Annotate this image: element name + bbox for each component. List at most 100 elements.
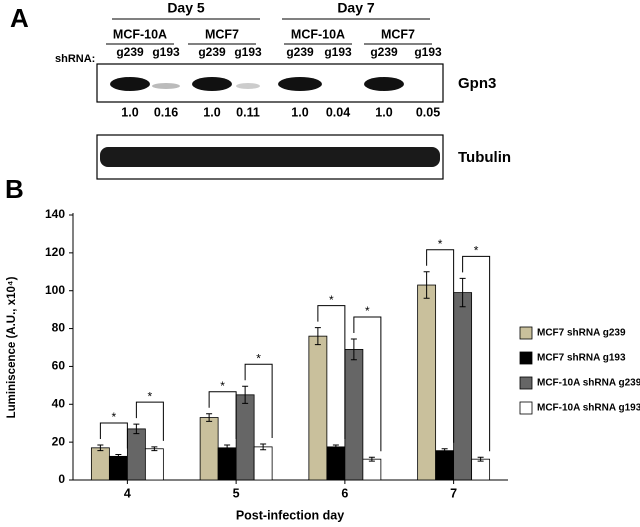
- error-bar: [224, 444, 231, 452]
- legend-swatch: [519, 351, 533, 365]
- quant-value: 0.16: [154, 105, 178, 119]
- lane-label: g193: [324, 45, 352, 59]
- y-tick-label: 120: [45, 245, 65, 259]
- lane-label: g193: [234, 45, 262, 59]
- error-bar: [206, 413, 213, 422]
- error-bar: [260, 443, 267, 451]
- lane-label: g239: [370, 45, 398, 59]
- significance-label: *: [220, 379, 225, 393]
- legend-label: MCF-10A shRNA g193: [537, 403, 640, 414]
- significance-bracket: [244, 363, 273, 439]
- x-tick-label: 7: [450, 486, 457, 500]
- error-bar: [242, 385, 249, 404]
- significance-bracket: [317, 305, 346, 439]
- significance-bracket: [462, 255, 491, 452]
- error-bar: [151, 446, 158, 452]
- error-bar: [423, 271, 430, 299]
- shrna-label: shRNA:: [55, 53, 95, 65]
- quant-value: 1.0: [375, 105, 392, 119]
- significance-bracket: [426, 249, 455, 443]
- y-tick-label: 80: [52, 321, 66, 335]
- significance-label: *: [438, 237, 443, 251]
- error-bar: [477, 456, 484, 462]
- y-tick-label: 40: [52, 396, 66, 410]
- quant-value: 0.04: [326, 105, 350, 119]
- day-label: Day 5: [167, 0, 205, 16]
- blot-images: [96, 63, 444, 180]
- x-axis-title: Post-infection day: [236, 508, 344, 522]
- significance-bracket: [135, 401, 164, 441]
- bar: [90, 447, 110, 481]
- legend-label: MCF-10A shRNA g239: [537, 378, 640, 389]
- y-tick-label: 60: [52, 359, 66, 373]
- legend-swatch: [519, 376, 533, 390]
- cell-line-label: MCF-10A: [113, 27, 167, 41]
- panel-label: A: [10, 3, 29, 33]
- error-bar: [441, 448, 448, 454]
- bar: [126, 428, 146, 481]
- lane-label: g239: [198, 45, 226, 59]
- error-bar: [97, 444, 104, 452]
- day-label: Day 7: [337, 0, 375, 16]
- quant-value: 0.11: [236, 105, 260, 119]
- bar: [108, 455, 128, 481]
- error-bar: [133, 423, 140, 435]
- quant-value: 0.05: [416, 105, 440, 119]
- quant-value: 1.0: [291, 105, 308, 119]
- significance-label: *: [474, 244, 479, 258]
- bar: [417, 284, 437, 481]
- bar: [144, 448, 164, 481]
- quant-value: 1.0: [121, 105, 138, 119]
- bar: [326, 446, 346, 481]
- lane-label: g239: [116, 45, 144, 59]
- error-bar: [459, 277, 466, 308]
- band: [236, 83, 260, 89]
- significance-label: *: [256, 351, 261, 365]
- cell-line-label: MCF7: [381, 27, 415, 41]
- y-axis-title: Luminiscence (A.U., x10⁴): [6, 276, 18, 418]
- bar: [471, 458, 491, 481]
- y-tick-label: 100: [45, 283, 65, 297]
- lane-label: g193: [414, 45, 442, 59]
- significance-bracket: [208, 391, 237, 439]
- bar: [453, 292, 473, 481]
- significance-bracket: [353, 316, 382, 452]
- bar: [362, 458, 382, 481]
- legend-swatch: [519, 326, 533, 340]
- significance-label: *: [329, 293, 334, 307]
- blot-label: Gpn3: [458, 75, 496, 92]
- band: [152, 83, 180, 89]
- x-tick-label: 5: [233, 486, 240, 500]
- y-tick-label: 0: [58, 472, 65, 486]
- band: [192, 77, 232, 91]
- error-bar: [314, 327, 321, 346]
- significance-label: *: [148, 389, 153, 403]
- error-bar: [368, 456, 375, 462]
- bar: [344, 348, 364, 481]
- bar: [308, 335, 328, 481]
- x-tick-label: 4: [124, 486, 131, 500]
- error-bar: [350, 338, 357, 361]
- cell-line-label: MCF-10A: [291, 27, 345, 41]
- significance-label: *: [112, 410, 117, 424]
- y-tick-label: 140: [45, 207, 65, 221]
- bar: [435, 450, 455, 481]
- quant-value: 1.0: [203, 105, 220, 119]
- significance-label: *: [365, 304, 370, 318]
- legend-label: MCF7 shRNA g193: [537, 353, 626, 364]
- x-tick-label: 6: [341, 486, 348, 500]
- band: [278, 77, 322, 91]
- bar: [235, 394, 255, 481]
- y-tick-label: 20: [52, 434, 66, 448]
- error-bar: [115, 453, 122, 459]
- error-bar: [332, 444, 339, 450]
- lane-label: g193: [152, 45, 180, 59]
- blot-label: Tubulin: [458, 149, 511, 166]
- legend-swatch: [519, 401, 533, 415]
- band: [364, 77, 404, 91]
- legend-label: MCF7 shRNA g239: [537, 328, 626, 339]
- band: [100, 147, 440, 167]
- lane-label: g239: [286, 45, 314, 59]
